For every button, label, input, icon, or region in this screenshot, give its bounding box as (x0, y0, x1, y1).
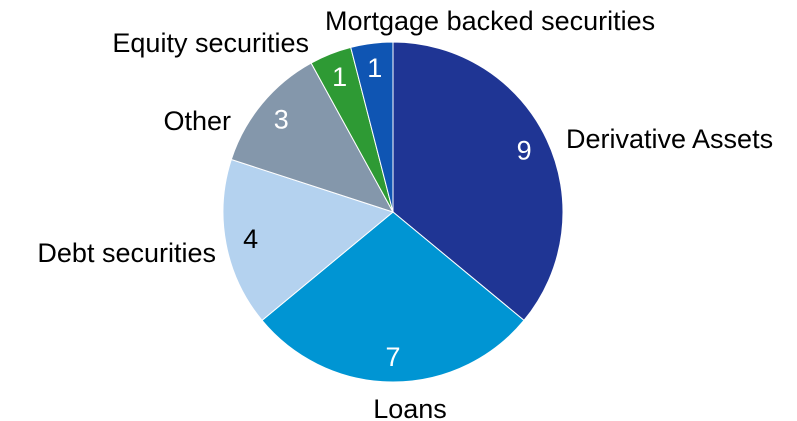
pie-slice-other (230, 62, 395, 213)
pie-slice-derivative-assets (392, 41, 564, 322)
category-label-debt-securities: Debt securities (37, 238, 216, 268)
pie-slice-mortgage-backed-securities (350, 41, 394, 213)
value-label-equity-securities: 1 (332, 62, 347, 92)
value-label-derivative-assets: 9 (517, 135, 532, 165)
category-labels: Derivative Assets Loans Debt securities Oth… (37, 6, 773, 421)
value-label-mortgage-backed-securities: 1 (367, 53, 382, 83)
value-label-other: 3 (274, 105, 289, 135)
pie-slice-debt-securities (222, 158, 395, 322)
pie-slice-loans (261, 211, 525, 383)
category-label-equity-securities: Equity securities (112, 28, 309, 58)
category-label-derivative-assets: Derivative Assets (566, 124, 773, 154)
category-label-loans: Loans (373, 394, 447, 421)
value-label-loans: 7 (385, 342, 400, 372)
value-label-debt-securities: 4 (243, 224, 258, 254)
category-label-mortgage-backed-securities: Mortgage backed securities (325, 6, 655, 36)
category-label-other: Other (163, 106, 231, 136)
value-labels: 9 7 4 3 1 1 (243, 53, 532, 372)
pie-slices (222, 41, 564, 383)
